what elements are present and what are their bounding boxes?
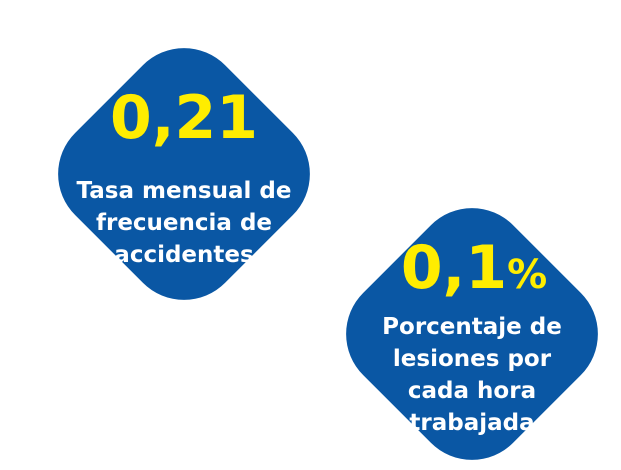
stat-label: trabajada xyxy=(409,410,534,436)
stat-label: frecuencia de xyxy=(96,210,272,236)
stat-shape xyxy=(58,48,310,300)
stat-label: accidentes xyxy=(114,242,253,268)
stat-label: Tasa mensual de xyxy=(77,178,292,204)
stat-value: 0,21 xyxy=(110,83,258,153)
stat-label: lesiones por xyxy=(393,346,552,372)
stat-unit: % xyxy=(507,252,547,298)
stat-value: 0,1% xyxy=(401,233,547,303)
stat-number: 0,1 xyxy=(401,233,507,303)
stat-label: Porcentaje de xyxy=(382,314,562,340)
stat-label: cada hora xyxy=(408,378,536,404)
stat-shape xyxy=(346,208,598,460)
